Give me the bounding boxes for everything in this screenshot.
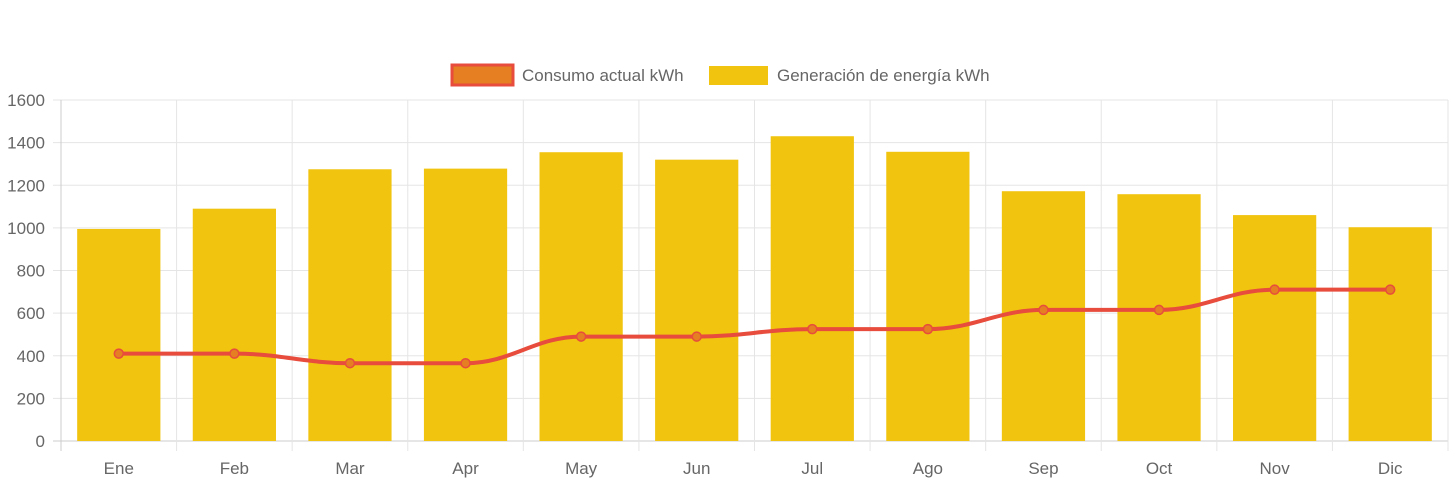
y-tick-label: 400 (17, 347, 45, 366)
x-tick-label: May (565, 459, 598, 478)
line-point-Mar[interactable] (344, 357, 356, 369)
line-point-May[interactable] (575, 331, 587, 342)
x-tick-label: Feb (220, 459, 249, 478)
x-tick-label: Jul (801, 459, 823, 478)
bar-Mar[interactable] (308, 169, 392, 441)
line-point-Sep[interactable] (1038, 304, 1049, 316)
bar-Jul[interactable] (770, 136, 854, 441)
y-tick-label: 1400 (7, 134, 45, 153)
legend-swatch-generacion[interactable] (709, 66, 768, 85)
bar-Ago[interactable] (886, 151, 970, 441)
x-tick-label: Nov (1260, 459, 1291, 478)
line-point-Nov[interactable] (1269, 284, 1280, 295)
bar-Nov[interactable] (1233, 215, 1317, 441)
x-tick-label: Sep (1028, 459, 1058, 478)
y-axis: 0 200 400 600 800 1000 1200 1400 1600 (7, 91, 45, 451)
line-point-Apr[interactable] (460, 357, 471, 369)
line-point-Ene[interactable] (113, 348, 125, 359)
y-tick-label: 800 (17, 262, 45, 281)
bar-Jun[interactable] (655, 159, 739, 442)
line-point-Jul[interactable] (807, 323, 818, 335)
x-tick-label: Oct (1146, 459, 1173, 478)
legend-swatch-consumo[interactable] (450, 63, 515, 87)
x-tick-label: Jun (683, 459, 710, 478)
x-tick-label: Ago (913, 459, 943, 478)
y-tick-label: 600 (17, 304, 45, 323)
bar-Feb[interactable] (192, 208, 276, 441)
line-point-Oct[interactable] (1153, 304, 1165, 316)
y-tick-label: 1600 (7, 91, 45, 110)
y-tick-label: 1200 (7, 176, 45, 195)
x-tick-label: Ene (104, 459, 134, 478)
legend-label-generacion[interactable]: Generación de energía kWh (777, 66, 990, 85)
line-point-Feb[interactable] (229, 348, 240, 359)
x-tick-label: Dic (1378, 459, 1403, 478)
line-path-consumo (118, 287, 1391, 366)
bar-Oct[interactable] (1117, 194, 1201, 441)
bar-Sep[interactable] (1001, 191, 1086, 441)
x-axis: Ene Feb Mar Apr May Jun Jul Ago Sep Oct Nov Dic (104, 459, 1403, 478)
bar-series (77, 136, 1432, 442)
line-point-Dic[interactable] (1384, 284, 1396, 295)
line-point-Jun[interactable] (691, 331, 702, 342)
y-tick-label: 200 (17, 389, 45, 408)
legend-label-consumo[interactable]: Consumo actual kWh (522, 66, 684, 85)
bar-Apr[interactable] (423, 168, 508, 441)
x-tick-label: Mar (335, 459, 365, 478)
legend: Consumo actual kWh Generación de energía… (450, 63, 990, 87)
bar-Dic[interactable] (1348, 227, 1432, 441)
y-tick-label: 1000 (7, 219, 45, 238)
bar-May[interactable] (539, 152, 623, 441)
line-point-Ago[interactable] (922, 323, 934, 335)
y-tick-label: 0 (36, 432, 45, 451)
bar-Ene[interactable] (77, 228, 161, 441)
x-tick-label: Apr (452, 459, 479, 478)
line-series (113, 284, 1396, 369)
